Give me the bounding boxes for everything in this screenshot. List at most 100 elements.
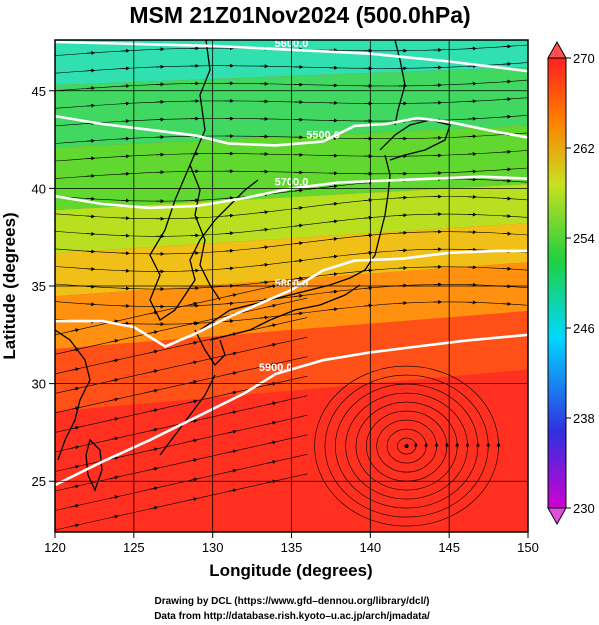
wind-arrow xyxy=(149,349,159,354)
wind-arrow xyxy=(70,425,80,430)
wind-arrow xyxy=(267,323,277,328)
streamline xyxy=(55,297,308,355)
wind-arrow xyxy=(149,447,159,452)
wind-arrow xyxy=(267,460,277,464)
wind-arrow xyxy=(149,486,159,491)
wind-arrow xyxy=(86,86,96,91)
wind-arrow xyxy=(188,497,198,502)
wind-arrow xyxy=(70,503,80,508)
streamline xyxy=(55,375,308,433)
lat-lon-grid xyxy=(55,40,528,532)
wind-arrow xyxy=(329,289,339,294)
wind-arrow xyxy=(502,114,512,119)
streamline xyxy=(55,473,308,531)
wind-arrow xyxy=(267,303,277,308)
wind-arrow xyxy=(86,156,96,161)
wind-arrow xyxy=(86,231,96,236)
wind-arrow xyxy=(149,369,159,374)
wind-arrow xyxy=(329,254,339,259)
wind-arrow xyxy=(228,429,238,434)
wind-arrow xyxy=(110,495,119,500)
wind-arrow xyxy=(228,468,238,473)
wind-arrow xyxy=(294,223,304,228)
coastline-hokkaido xyxy=(379,119,451,161)
wind-arrow xyxy=(86,302,96,307)
wind-arrow xyxy=(267,342,277,347)
wind-arrow xyxy=(149,388,159,393)
contour-label: 5900.0 xyxy=(259,362,293,374)
wind-arrow xyxy=(110,397,119,402)
wind-arrow xyxy=(188,380,198,384)
wind-arrow xyxy=(329,201,339,206)
wind-arrow xyxy=(228,488,238,493)
wind-arrow xyxy=(225,213,234,218)
colorbar-top-arrow xyxy=(547,40,567,59)
wind-arrow xyxy=(188,438,198,443)
colorbar-tick-label: 270 xyxy=(573,51,595,66)
longitude-ticks: 120 125 130 135 140 145 150 xyxy=(44,532,539,555)
wind-arrow xyxy=(149,466,159,471)
wind-arrow xyxy=(294,276,304,281)
wind-arrow xyxy=(228,332,238,337)
coastline-china-south xyxy=(55,329,91,461)
wind-arrow xyxy=(225,301,234,306)
wind-arrow xyxy=(502,79,512,84)
colorbar: 230 238 246 254 262 270 xyxy=(547,40,595,526)
wind-arrow xyxy=(86,267,96,272)
wind-arrow xyxy=(329,272,339,277)
wind-arrow xyxy=(188,321,198,326)
x-tick-label: 125 xyxy=(123,540,145,555)
x-tick-label: 145 xyxy=(438,540,460,555)
coastline-japan-honshu xyxy=(199,154,391,331)
wind-arrow xyxy=(110,436,119,441)
x-axis-label: Longitude (degrees) xyxy=(209,561,372,580)
colorbar-gradient xyxy=(547,57,567,509)
cyclone-center xyxy=(404,444,409,449)
wind-arrow xyxy=(259,245,269,250)
y-tick-label: 35 xyxy=(32,279,46,294)
x-tick-label: 120 xyxy=(44,540,66,555)
wind-arrow xyxy=(502,44,512,49)
map-title: MSM 21Z01Nov2024 (500.0hPa) xyxy=(129,2,470,28)
wind-arrow xyxy=(70,523,80,528)
contour-line xyxy=(55,249,528,348)
wind-arrow xyxy=(294,258,304,263)
wind-arrow xyxy=(259,210,269,215)
wind-arrow xyxy=(110,417,119,422)
streamline xyxy=(55,356,308,414)
x-tick-label: 150 xyxy=(517,540,539,555)
y-tick-label: 45 xyxy=(32,84,46,99)
wind-arrow xyxy=(329,184,339,189)
wind-arrow xyxy=(259,280,269,285)
wind-arrow xyxy=(294,241,304,246)
wind-arrow xyxy=(70,464,80,469)
wind-arrow xyxy=(267,401,277,406)
wind-arrow xyxy=(110,378,119,382)
x-tick-label: 135 xyxy=(281,540,303,555)
wind-arrow xyxy=(225,319,234,324)
wind-arrow xyxy=(188,477,198,482)
wind-arrow xyxy=(86,138,96,143)
wind-arrow xyxy=(86,103,96,108)
wind-arrow xyxy=(225,266,234,271)
wind-arrow xyxy=(502,149,512,154)
colorbar-tick-label: 238 xyxy=(573,411,595,426)
wind-arrow xyxy=(267,421,277,425)
streamline xyxy=(55,414,308,472)
credit-data-source: Data from http://database.rish.kyoto–u.a… xyxy=(154,611,430,622)
wind-arrow xyxy=(329,307,339,312)
coastline-taiwan xyxy=(85,438,103,492)
wind-arrow xyxy=(86,68,96,73)
wind-arrow xyxy=(259,315,269,320)
wind-arrow xyxy=(188,419,198,423)
wind-arrow xyxy=(188,360,198,365)
wind-arrow xyxy=(70,445,80,450)
wind-arrow xyxy=(188,301,198,306)
wind-arrow xyxy=(294,293,304,298)
y-tick-label: 30 xyxy=(32,377,46,392)
wind-arrow xyxy=(110,475,119,480)
wind-arrow xyxy=(329,219,339,224)
streamline xyxy=(55,278,308,336)
